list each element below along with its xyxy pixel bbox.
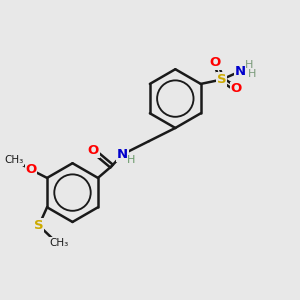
Text: O: O (210, 56, 221, 69)
Text: O: O (25, 163, 37, 176)
Text: N: N (235, 65, 246, 78)
Text: N: N (117, 148, 128, 161)
Text: H: H (127, 155, 135, 165)
Text: O: O (230, 82, 242, 95)
Text: O: O (88, 144, 99, 158)
Text: CH₃: CH₃ (4, 155, 23, 165)
Text: H: H (248, 69, 256, 79)
Text: S: S (34, 219, 44, 232)
Text: CH₃: CH₃ (49, 238, 68, 248)
Text: S: S (217, 73, 227, 86)
Text: H: H (245, 60, 254, 70)
